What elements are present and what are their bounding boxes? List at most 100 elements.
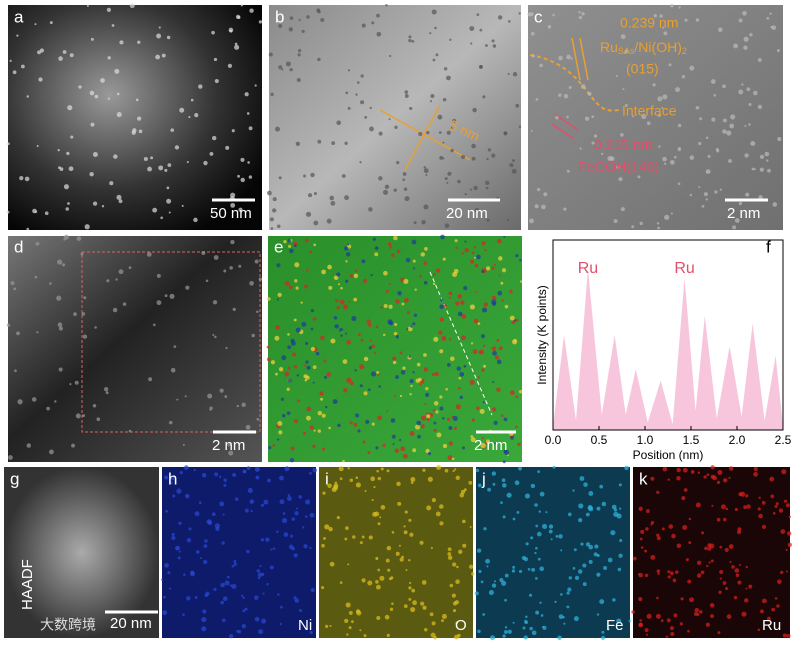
texture-dot (500, 501, 503, 504)
panel-a (8, 5, 262, 230)
texture-dot (268, 52, 273, 57)
texture-dot (203, 160, 208, 166)
texture-dot (301, 321, 307, 327)
texture-dot (486, 565, 489, 568)
texture-dot (392, 356, 397, 361)
texture-dot (233, 560, 237, 563)
texture-dot (409, 430, 415, 437)
texture-dot (234, 44, 240, 50)
texture-dot (582, 582, 587, 587)
texture-dot (353, 273, 359, 279)
texture-dot (476, 254, 481, 260)
texture-dot (728, 158, 732, 163)
texture-dot (460, 300, 465, 305)
texture-dot (44, 211, 49, 216)
texture-dot (294, 262, 300, 268)
texture-dot (410, 325, 413, 328)
texture-dot (343, 388, 348, 393)
texture-dot (403, 525, 406, 528)
texture-dot (230, 192, 236, 198)
texture-dot (563, 207, 567, 211)
texture-dot (456, 565, 459, 569)
texture-dot (578, 503, 584, 509)
texture-dot (710, 614, 714, 618)
texture-dot (531, 567, 536, 572)
texture-dot (771, 607, 776, 612)
texture-dot (457, 311, 463, 317)
texture-dot (455, 579, 460, 584)
texture-dot (62, 50, 67, 54)
texture-dot (518, 466, 522, 471)
texture-dot (557, 93, 562, 97)
texture-dot (420, 415, 427, 421)
texture-dot (491, 407, 497, 412)
texture-dot (668, 63, 672, 67)
texture-dot (515, 425, 518, 429)
texture-dot (469, 379, 475, 385)
texture-dot (743, 36, 749, 42)
texture-dot (515, 395, 519, 399)
texture-dot (57, 148, 60, 152)
texture-dot (198, 501, 202, 505)
texture-dot (317, 429, 321, 433)
texture-dot (677, 182, 681, 186)
texture-dot (357, 429, 361, 433)
texture-dot (78, 85, 82, 89)
texture-dot (616, 618, 622, 624)
texture-dot (400, 446, 406, 452)
texture-dot (632, 556, 637, 561)
texture-dot (584, 116, 590, 121)
texture-dot (249, 280, 254, 286)
texture-dot (578, 15, 583, 20)
texture-dot (760, 609, 764, 614)
texture-dot (323, 536, 326, 540)
texture-dot (378, 176, 383, 181)
texture-dot (697, 471, 701, 474)
texture-dot (205, 279, 209, 283)
texture-dot (640, 529, 645, 534)
texture-dot (32, 208, 37, 214)
texture-dot (638, 506, 643, 511)
annotation: FeOOH(140) (578, 159, 659, 175)
texture-dot (681, 495, 686, 501)
texture-dot (222, 618, 226, 623)
texture-dot (413, 221, 417, 225)
texture-dot (295, 507, 299, 510)
texture-dot (69, 53, 74, 58)
texture-dot (221, 541, 225, 545)
texture-dot (669, 571, 674, 576)
texture-dot (328, 426, 331, 430)
texture-dot (722, 581, 727, 585)
texture-dot (591, 115, 595, 119)
texture-dot (258, 20, 263, 24)
texture-dot (246, 466, 251, 471)
texture-dot (213, 587, 217, 592)
texture-dot (452, 608, 457, 613)
texture-dot (432, 409, 436, 412)
texture-dot (214, 78, 219, 84)
texture-dot (408, 597, 412, 601)
texture-dot (367, 580, 373, 586)
texture-dot (667, 570, 671, 574)
texture-dot (688, 541, 692, 545)
texture-dot (631, 610, 635, 614)
texture-dot (193, 217, 198, 223)
texture-dot (725, 586, 729, 591)
texture-dot (371, 422, 375, 426)
texture-dot (458, 376, 462, 380)
texture-dot (391, 531, 395, 534)
texture-dot (377, 568, 381, 572)
texture-dot (438, 131, 442, 134)
texture-dot (356, 610, 362, 616)
texture-dot (662, 156, 667, 162)
texture-dot (298, 608, 303, 613)
texture-dot (339, 477, 343, 481)
texture-dot (170, 128, 174, 132)
texture-dot (306, 269, 309, 272)
texture-dot (212, 135, 217, 141)
texture-dot (390, 576, 394, 580)
texture-dot (394, 322, 398, 327)
texture-dot (377, 476, 382, 481)
texture-dot (313, 429, 316, 432)
texture-dot (624, 49, 629, 54)
